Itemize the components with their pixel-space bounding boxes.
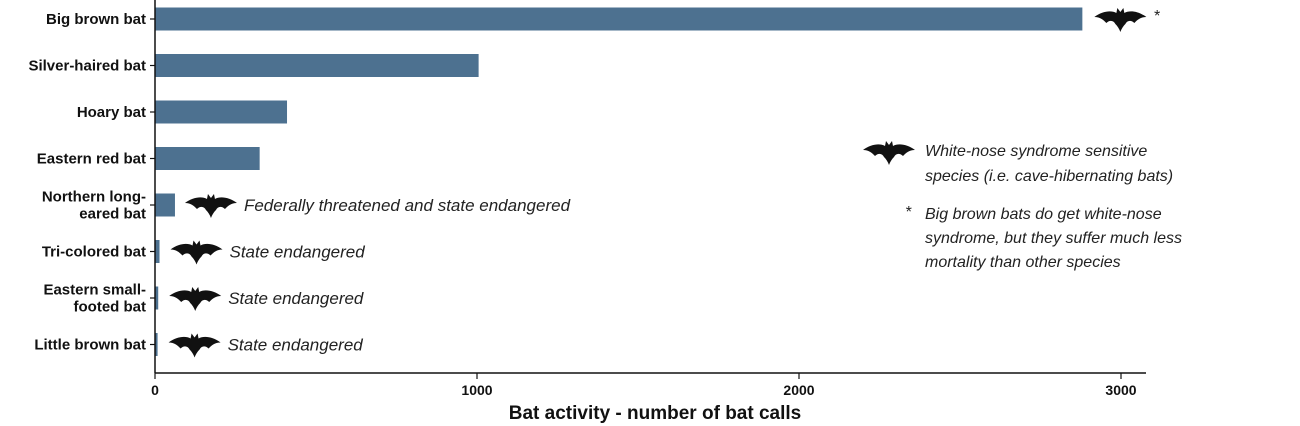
annotations-layer: * Federally threatened and state endanger… [168, 8, 1160, 358]
category-label: Northern long-eared bat [42, 189, 146, 223]
status-note: State endangered [228, 289, 364, 308]
category-label: Little brown bat [34, 337, 146, 354]
category-label: Hoary bat [77, 104, 146, 121]
legend-asterisk: * [905, 204, 912, 221]
category-label: Tri-colored bat [42, 244, 146, 261]
legend-entry-text: White-nose syndrome sensitive species (i.… [925, 143, 1173, 185]
asterisk-note: * [1153, 8, 1160, 25]
bar [155, 54, 479, 77]
legend-bat-icon [863, 141, 915, 165]
bat-icon [184, 194, 237, 218]
bar [155, 193, 175, 217]
x-tick-label: 3000 [1105, 382, 1136, 398]
bat-icon [169, 287, 222, 311]
bar [155, 286, 159, 310]
bar [155, 100, 288, 124]
bat-icon [1094, 8, 1147, 32]
bar [155, 333, 158, 356]
bar [155, 7, 1083, 31]
x-tick-label: 1000 [461, 382, 492, 398]
legend-entry-text: Big brown bats do get white-nose syndrome… [925, 206, 1182, 271]
category-label: Big brown bat [46, 11, 146, 28]
x-tick-label: 2000 [783, 382, 814, 398]
bars-layer [155, 7, 1083, 356]
x-axis-title: Bat activity - number of bat calls [509, 403, 801, 424]
status-note: State endangered [228, 336, 364, 355]
bar [155, 240, 160, 263]
bar [155, 147, 260, 170]
category-label: Silver-haired bat [28, 58, 146, 75]
status-note: Federally threatened and state endangere… [244, 196, 571, 215]
legend: White-nose syndrome sensitive species (i.… [863, 141, 1182, 271]
bat-icon [170, 240, 223, 265]
x-tick-label: 0 [151, 382, 159, 398]
category-label: Eastern small-footed bat [43, 282, 146, 316]
status-note: State endangered [230, 243, 366, 262]
x-axis: 0 1000 2000 3000 [151, 372, 1146, 398]
y-axis: Big brown bat Silver-haired bat Hoary bat E… [28, 0, 156, 373]
category-label: Eastern red bat [37, 151, 146, 168]
bat-icon [168, 333, 221, 358]
